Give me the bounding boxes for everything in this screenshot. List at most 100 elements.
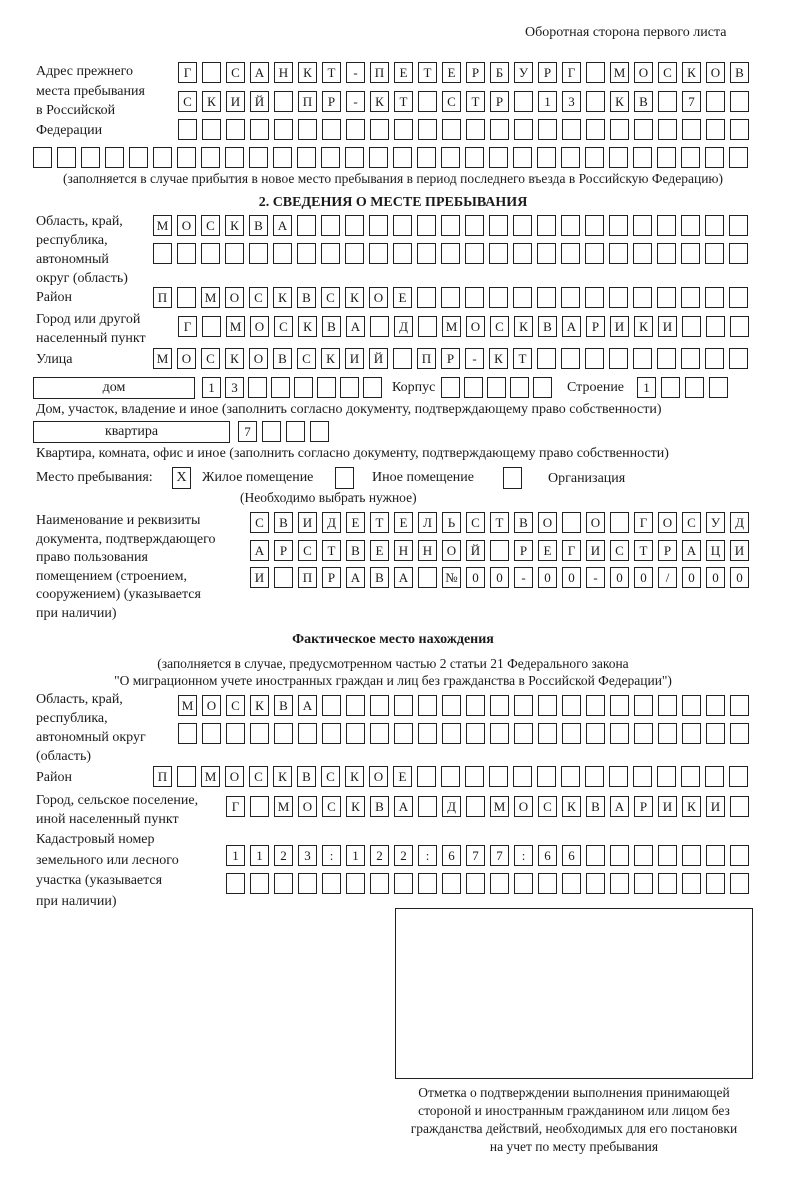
- char-cell[interactable]: №: [442, 567, 461, 588]
- char-cell[interactable]: [657, 215, 676, 236]
- char-cell[interactable]: [585, 287, 604, 308]
- char-cell[interactable]: Т: [394, 91, 413, 112]
- char-cell[interactable]: Р: [274, 540, 293, 561]
- char-cell[interactable]: М: [178, 695, 197, 716]
- char-cell[interactable]: Р: [538, 62, 557, 83]
- char-cell[interactable]: [657, 348, 676, 369]
- char-cell[interactable]: Т: [418, 62, 437, 83]
- living-premises-checkbox[interactable]: X: [172, 467, 191, 489]
- char-cell[interactable]: [633, 287, 652, 308]
- char-cell[interactable]: 3: [225, 377, 244, 398]
- char-cell[interactable]: [418, 567, 437, 588]
- char-cell[interactable]: [706, 119, 725, 140]
- char-cell[interactable]: И: [250, 567, 269, 588]
- char-cell[interactable]: И: [706, 796, 725, 817]
- char-cell[interactable]: [610, 845, 629, 866]
- char-cell[interactable]: [537, 147, 556, 168]
- char-cell[interactable]: [153, 243, 172, 264]
- char-cell[interactable]: [681, 348, 700, 369]
- char-cell[interactable]: [274, 567, 293, 588]
- char-cell[interactable]: [657, 147, 676, 168]
- char-cell[interactable]: [681, 147, 700, 168]
- char-cell[interactable]: 7: [682, 91, 701, 112]
- char-cell[interactable]: 0: [634, 567, 653, 588]
- char-cell[interactable]: [490, 873, 509, 894]
- char-cell[interactable]: 1: [346, 845, 365, 866]
- char-cell[interactable]: П: [417, 348, 436, 369]
- char-cell[interactable]: [250, 873, 269, 894]
- char-cell[interactable]: [363, 377, 382, 398]
- char-cell[interactable]: [685, 377, 704, 398]
- char-cell[interactable]: В: [274, 512, 293, 533]
- char-cell[interactable]: [681, 243, 700, 264]
- char-cell[interactable]: Д: [442, 796, 461, 817]
- char-cell[interactable]: Л: [418, 512, 437, 533]
- other-premises-checkbox[interactable]: [335, 467, 354, 489]
- char-cell[interactable]: [682, 723, 701, 744]
- char-cell[interactable]: [274, 119, 293, 140]
- char-cell[interactable]: [682, 845, 701, 866]
- char-cell[interactable]: [418, 796, 437, 817]
- char-cell[interactable]: [730, 845, 749, 866]
- char-cell[interactable]: С: [610, 540, 629, 561]
- char-cell[interactable]: -: [346, 91, 365, 112]
- char-cell[interactable]: [729, 147, 748, 168]
- char-cell[interactable]: Е: [394, 62, 413, 83]
- char-cell[interactable]: О: [298, 796, 317, 817]
- char-cell[interactable]: О: [514, 796, 533, 817]
- char-cell[interactable]: 1: [226, 845, 245, 866]
- char-cell[interactable]: К: [610, 91, 629, 112]
- char-cell[interactable]: [538, 873, 557, 894]
- char-cell[interactable]: А: [682, 540, 701, 561]
- char-cell[interactable]: [465, 147, 484, 168]
- char-cell[interactable]: [657, 766, 676, 787]
- char-cell[interactable]: Р: [514, 540, 533, 561]
- char-cell[interactable]: [442, 873, 461, 894]
- char-cell[interactable]: [393, 348, 412, 369]
- char-cell[interactable]: [586, 873, 605, 894]
- char-cell[interactable]: В: [346, 540, 365, 561]
- char-cell[interactable]: [178, 723, 197, 744]
- char-cell[interactable]: [609, 215, 628, 236]
- char-cell[interactable]: [609, 147, 628, 168]
- char-cell[interactable]: К: [682, 62, 701, 83]
- char-cell[interactable]: [393, 215, 412, 236]
- char-cell[interactable]: С: [298, 540, 317, 561]
- char-cell[interactable]: И: [345, 348, 364, 369]
- char-cell[interactable]: [225, 147, 244, 168]
- char-cell[interactable]: [177, 243, 196, 264]
- char-cell[interactable]: Д: [322, 512, 341, 533]
- char-cell[interactable]: [658, 119, 677, 140]
- char-cell[interactable]: Е: [393, 287, 412, 308]
- char-cell[interactable]: М: [274, 796, 293, 817]
- char-cell[interactable]: -: [586, 567, 605, 588]
- char-cell[interactable]: К: [273, 766, 292, 787]
- char-cell[interactable]: [370, 316, 389, 337]
- char-cell[interactable]: [417, 243, 436, 264]
- char-cell[interactable]: [562, 723, 581, 744]
- char-cell[interactable]: [489, 766, 508, 787]
- char-cell[interactable]: [129, 147, 148, 168]
- char-cell[interactable]: [610, 512, 629, 533]
- char-cell[interactable]: С: [250, 512, 269, 533]
- char-cell[interactable]: [250, 119, 269, 140]
- char-cell[interactable]: Т: [634, 540, 653, 561]
- char-cell[interactable]: П: [298, 567, 317, 588]
- char-cell[interactable]: К: [345, 287, 364, 308]
- char-cell[interactable]: [346, 723, 365, 744]
- char-cell[interactable]: П: [153, 766, 172, 787]
- char-cell[interactable]: И: [226, 91, 245, 112]
- char-cell[interactable]: [441, 377, 460, 398]
- char-cell[interactable]: [340, 377, 359, 398]
- char-cell[interactable]: [490, 695, 509, 716]
- char-cell[interactable]: И: [586, 540, 605, 561]
- char-cell[interactable]: [705, 243, 724, 264]
- char-cell[interactable]: [489, 215, 508, 236]
- char-cell[interactable]: В: [370, 567, 389, 588]
- char-cell[interactable]: В: [249, 215, 268, 236]
- char-cell[interactable]: [729, 348, 748, 369]
- char-cell[interactable]: А: [250, 540, 269, 561]
- char-cell[interactable]: О: [369, 766, 388, 787]
- char-cell[interactable]: [441, 243, 460, 264]
- char-cell[interactable]: [681, 766, 700, 787]
